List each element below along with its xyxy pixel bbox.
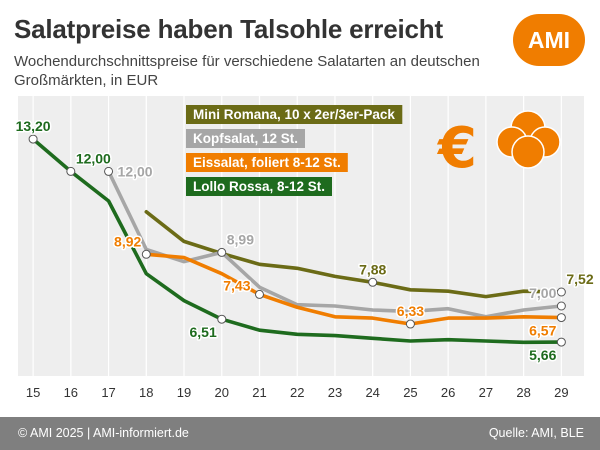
data-point-marker xyxy=(104,166,114,176)
x-tick-label: 23 xyxy=(328,385,342,400)
data-label: 12,00 xyxy=(118,163,153,179)
data-label: 7,88 xyxy=(359,261,386,277)
data-label: 6,51 xyxy=(190,324,217,340)
data-point-marker xyxy=(556,287,566,297)
data-point-marker xyxy=(556,337,566,347)
legend-label: Lollo Rossa, 8-12 St. xyxy=(193,179,325,194)
x-tick-label: 19 xyxy=(177,385,191,400)
data-label: 12,00 xyxy=(76,150,111,166)
page-title: Salatpreise haben Talsohle erreicht xyxy=(14,14,443,44)
legend-label: Kopfsalat, 12 St. xyxy=(193,131,298,146)
footer-bar: © AMI 2025 | AMI-informiert.de Quelle: A… xyxy=(0,417,600,450)
data-point-marker xyxy=(556,313,566,323)
legend-label: Mini Romana, 10 x 2er/3er-Pack xyxy=(193,107,395,122)
page-subtitle: Wochendurchschnittspreise für verschiede… xyxy=(14,53,480,89)
x-tick-label: 24 xyxy=(365,385,379,400)
lettuce-icon xyxy=(496,110,561,169)
data-label: 6,33 xyxy=(397,303,424,319)
legend-swatch xyxy=(186,105,403,124)
legend-label: Eissalat, foliert 8-12 St. xyxy=(193,155,341,170)
x-tick-label: 25 xyxy=(403,385,417,400)
ami-logo: AMI xyxy=(513,14,585,66)
euro-symbol: € xyxy=(436,116,477,181)
data-point-marker xyxy=(405,319,415,329)
data-label: 13,20 xyxy=(16,118,51,134)
data-label: 6,57 xyxy=(529,323,556,339)
x-tick-label: 22 xyxy=(290,385,304,400)
footer-source: Quelle: AMI, BLE xyxy=(488,426,584,440)
data-label: 7,52 xyxy=(566,271,593,287)
data-label: 7,43 xyxy=(223,277,250,293)
legend-swatch xyxy=(186,177,332,196)
data-label: 8,92 xyxy=(114,233,141,249)
data-label: 8,99 xyxy=(227,231,254,247)
footer-copyright: © AMI 2025 | AMI-informiert.de xyxy=(18,426,189,440)
legend-swatch xyxy=(186,129,305,148)
x-tick-label: 20 xyxy=(215,385,229,400)
x-tick-label: 21 xyxy=(252,385,266,400)
data-point-marker xyxy=(217,314,227,324)
x-tick-label: 28 xyxy=(516,385,530,400)
x-tick-label: 15 xyxy=(26,385,40,400)
data-point-marker xyxy=(254,289,264,299)
x-tick-label: 18 xyxy=(139,385,153,400)
data-label: 5,66 xyxy=(529,347,556,363)
data-point-marker xyxy=(28,134,38,144)
data-point-marker xyxy=(66,166,76,176)
x-tick-label: 16 xyxy=(64,385,78,400)
data-point-marker xyxy=(556,301,566,311)
data-point-marker xyxy=(217,247,227,257)
x-tick-label: 27 xyxy=(479,385,493,400)
x-tick-label: 26 xyxy=(441,385,455,400)
x-tick-label: 17 xyxy=(101,385,115,400)
data-label: 7,00 xyxy=(529,285,556,301)
series-line-1 xyxy=(144,210,564,299)
data-point-marker xyxy=(141,249,151,259)
data-point-marker xyxy=(368,277,378,287)
series-line-4 xyxy=(31,137,564,345)
x-tick-label: 29 xyxy=(554,385,568,400)
legend-swatch xyxy=(186,153,348,172)
series-line-3 xyxy=(144,252,564,326)
